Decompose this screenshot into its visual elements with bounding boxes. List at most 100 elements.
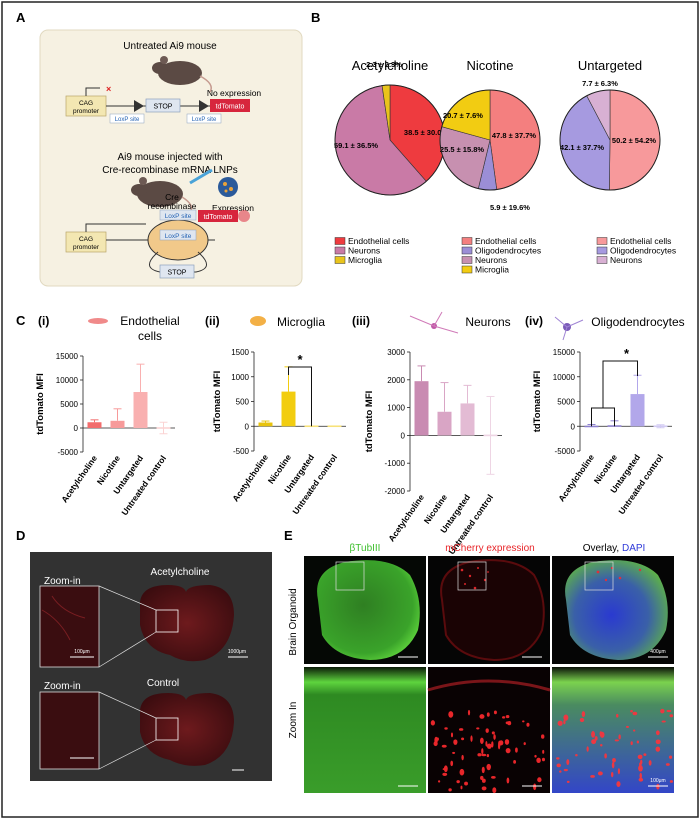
slice-label: 50.2 ± 54.2% [612,136,656,145]
fluorescence-spot [450,760,454,767]
y-tick-label: 10000 [553,373,576,382]
fluorescence-spot [536,757,541,764]
pie-chart: Nicotine 47.8 ± 37.7% 5.9 ± 19.6% 25.5 ± 15… [439,58,541,275]
fluorescence-spot [523,742,526,746]
chart-title: Oligodendrocytes [591,315,684,329]
injected-subtitle: Cre-recombinase mRNA LNPs [102,165,238,176]
zoom-in-inset [39,691,100,770]
pie-title: Untargeted [578,58,642,73]
fluorescence-spot [597,771,603,776]
fluorescence-spot [636,740,640,744]
scale-label: 400μm [650,649,665,655]
zoom-image-btubiii [304,667,426,793]
mouse-icon [152,56,212,93]
cag-label: CAG [79,100,93,107]
fluorescence-spot [456,780,460,784]
legend-label: Neurons [610,255,642,265]
fluorescence-spot [633,729,636,732]
legend-swatch [461,265,473,274]
brain-section [140,585,234,662]
fluorescence-spot [542,749,545,754]
fluorescence-spot [668,755,673,759]
injected-title: Ai9 mouse injected with [117,152,222,163]
tdtomato-label: tdTomato [216,104,245,111]
y-tick-label: 5000 [557,398,575,407]
legend-swatch [596,237,608,245]
control-label: Control [147,678,179,689]
fluorescence-spot [481,766,485,774]
fluorescence-spot [459,768,465,776]
fluorescence-spot [491,741,494,748]
y-tick-label: 10000 [56,376,79,385]
fluorescence-spot [669,780,674,783]
fluorescence-spot [563,719,566,725]
legend-label: Oligodendrocytes [475,246,541,256]
fluorescence-spot [486,754,490,758]
y-tick-label: 0 [74,424,79,433]
fluorescence-spot [448,711,454,718]
fluorescence-spot [625,725,629,729]
fluorescence-spot [541,757,546,762]
fluorescence-spot [493,734,496,740]
fluorescence-spot [442,772,448,776]
fluorescence-spot [630,741,633,746]
col-label-overlay: Overlay, DAPI [583,543,646,554]
bar [133,392,148,428]
slice-label: 42.1 ± 37.7% [560,143,604,152]
oligodendrocyte-branch [554,316,584,341]
slice-label: 5.9 ± 19.6% [490,203,530,212]
fluorescence-spot [448,788,452,792]
fluorescence-spot [556,763,561,768]
no-expression-label: No expression [207,88,262,98]
fluorescence-spot [485,728,489,733]
y-axis-label: tdTomato MFI [212,371,223,433]
fluorescence-spot [437,780,441,783]
expression-label: Expression [212,203,254,213]
fluorescence-spot [655,746,661,752]
y-tick-label: 0 [571,422,576,431]
subpanel-label: (iv) [525,314,543,328]
fluorescence-spot [441,744,447,748]
fluorescence-spot [504,739,510,745]
slice-label: 59.1 ± 36.5% [334,141,378,150]
y-tick-label: 1500 [231,348,249,357]
fluorescence-spot [639,772,642,780]
fluorescence-spot [476,727,480,730]
lnp-particle-icon [218,177,238,197]
fluorescence-spot [655,730,660,736]
promoter-label: promoter [73,108,100,115]
fluorescence-spot [450,732,454,738]
slice-label: 20.7 ± 7.6% [443,111,483,120]
bar [110,420,125,428]
loxp-arrow-icon [134,100,144,112]
block-icon: × [106,84,111,94]
fluorescence-spot [557,720,563,726]
fluorescence-spot [479,714,485,719]
fluorescence-spot [506,777,510,784]
fluorescence-spot [491,776,496,779]
y-tick-label: 15000 [56,352,79,361]
legend-label: Microglia [475,265,509,275]
bar [460,403,475,436]
fluorescence-spot [655,739,661,745]
y-tick-label: -5000 [555,447,576,456]
fluorescence-spot [566,780,570,783]
fluorescence-spot [611,761,615,769]
microglia-cell-icon [250,316,266,326]
fluorescence-spot [575,754,578,757]
pie-outline [439,89,541,191]
legend-label: Neurons [348,246,380,256]
scale-label: 1000μm [228,649,246,655]
fluorescence-spot [497,742,501,750]
y-tick-label: 1000 [387,404,405,413]
fluorescence-spot [434,736,438,744]
y-tick-label: 3000 [387,348,405,357]
fluorescence-spot [669,714,674,718]
fluorescence-spot [594,736,598,741]
fluorescence-spot [612,758,616,763]
y-tick-label: -500 [233,447,250,456]
fluorescence-spot [563,714,569,721]
zoom-in-inset [39,585,100,668]
endothelial-cell-icon [88,318,108,324]
legend-label: Endothelial cells [610,236,671,246]
